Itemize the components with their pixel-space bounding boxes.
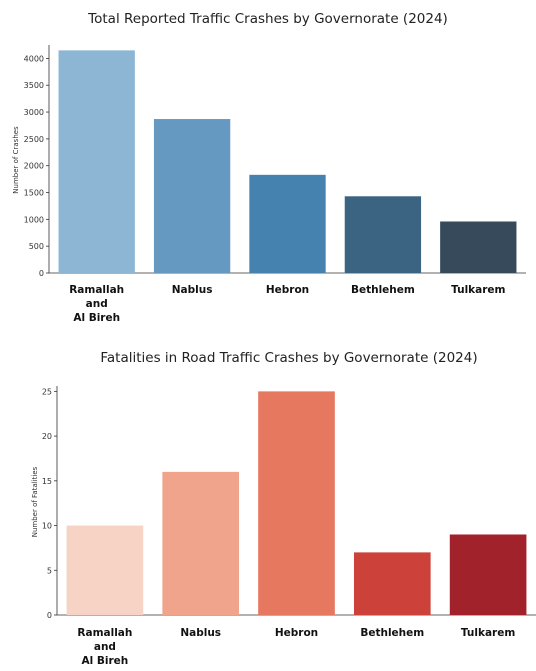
bar — [153, 119, 231, 273]
y-tick-label: 500 — [29, 242, 44, 251]
y-tick-label: 2500 — [24, 135, 44, 144]
x-tick-label: Hebron — [275, 627, 318, 639]
y-tick-label: 1500 — [24, 189, 44, 198]
x-tick-label: Hebron — [266, 284, 309, 296]
chart-1-plot: 0 500 1000 1500 2000 2500 3000 3500 4000 Ramallah… — [24, 45, 526, 324]
y-tick-label: 1000 — [24, 215, 44, 224]
y-tick-label: 15 — [42, 477, 52, 486]
chart-2-y-axis-label: Number of Fatalities — [31, 466, 39, 537]
x-tick-label: Bethlehem — [351, 284, 415, 296]
y-tick-label: 2000 — [24, 162, 44, 171]
bar — [258, 391, 335, 615]
x-tick-label: Bethlehem — [360, 627, 424, 639]
bar — [58, 50, 135, 274]
y-tick-label: 20 — [42, 432, 52, 441]
x-tick-label: Tulkarem — [461, 627, 515, 639]
bar — [353, 552, 431, 615]
x-tick-label: Ramallah and Al Bireh — [77, 627, 132, 667]
chart-2-plot: 0 5 10 15 20 25 Ramallah and Al Bireh Nablus Hebro… — [42, 386, 536, 667]
bar — [66, 525, 144, 615]
bar — [449, 534, 527, 615]
y-tick-label: 25 — [42, 387, 52, 396]
x-tick-label: Nablus — [172, 284, 213, 296]
y-tick-label: 3500 — [24, 81, 44, 90]
y-tick-label: 0 — [39, 269, 44, 278]
y-tick-label: 10 — [42, 522, 52, 531]
y-tick-label: 4000 — [24, 54, 44, 63]
x-tick-label: Ramallah and Al Bireh — [69, 284, 124, 324]
bar — [344, 196, 422, 273]
chart-1-y-axis-label: Number of Crashes — [12, 126, 20, 194]
bar — [162, 471, 240, 615]
bar — [249, 174, 326, 273]
bar — [440, 221, 517, 273]
y-tick-label: 5 — [47, 566, 52, 575]
chart-2-title: Fatalities in Road Traffic Crashes by Go… — [100, 350, 477, 366]
chart-1-title: Total Reported Traffic Crashes by Govern… — [87, 11, 448, 27]
y-tick-label: 3000 — [24, 108, 44, 117]
x-tick-label: Nablus — [180, 627, 221, 639]
y-tick-label: 0 — [47, 611, 52, 620]
x-tick-label: Tulkarem — [451, 284, 505, 296]
